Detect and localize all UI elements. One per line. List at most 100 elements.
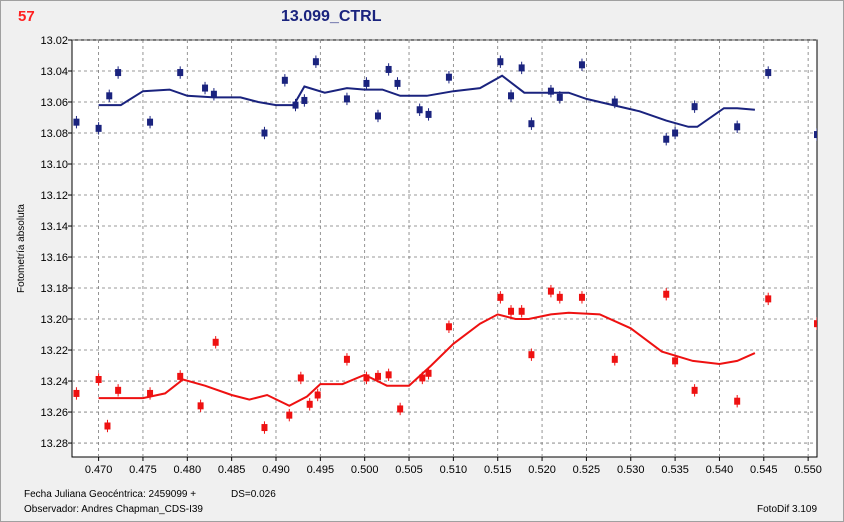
check-star-data-point	[445, 73, 452, 81]
x-tick-label: 0.530	[617, 464, 645, 476]
target-star-data-point	[115, 386, 122, 394]
check-star-data-point	[385, 65, 392, 73]
target-star-data-point	[814, 320, 817, 328]
y-tick-label: 13.14	[40, 221, 68, 233]
target-star-data-point	[73, 389, 80, 397]
check-star-data-point	[106, 92, 113, 100]
target-star-data-point	[212, 338, 219, 346]
target-star-data-point	[385, 371, 392, 379]
x-tick-label: 0.470	[85, 464, 113, 476]
target-star-data-point	[197, 402, 204, 410]
check-star-data-point	[73, 118, 80, 126]
plot-area	[71, 39, 818, 458]
y-tick-label: 13.02	[40, 35, 68, 47]
target-star-data-point	[397, 405, 404, 413]
target-star-data-point	[374, 372, 381, 380]
check-star-data-point	[578, 61, 585, 69]
check-star-data-point	[261, 129, 268, 137]
x-tick-label: 0.535	[661, 464, 689, 476]
target-star-data-point	[663, 290, 670, 298]
check-star-data-point	[210, 90, 217, 98]
target-star-data-point	[518, 307, 525, 315]
check-star-data-point	[147, 118, 154, 126]
observer-label: Observador: Andres Chapman_CDS-I39	[24, 504, 203, 515]
y-tick-label: 13.10	[40, 159, 68, 171]
check-star-data-point	[95, 124, 102, 132]
target-star-data-point	[425, 369, 432, 377]
target-star-data-point	[95, 375, 102, 383]
y-tick-label: 13.18	[40, 283, 68, 295]
target-star-data-point	[419, 374, 426, 382]
check-star-data-point	[374, 112, 381, 120]
x-tick-label: 0.510	[440, 464, 468, 476]
check-star-data-point	[765, 69, 772, 77]
check-star-data-point	[556, 93, 563, 101]
x-tick-label: 0.525	[573, 464, 601, 476]
target-star-data-point	[556, 293, 563, 301]
y-tick-label: 13.12	[40, 190, 68, 202]
y-axis-label: Fotometría absoluta	[16, 204, 27, 293]
target-star-data-point	[445, 323, 452, 331]
check-star-data-point	[363, 79, 370, 87]
observation-number: 57	[18, 8, 35, 25]
check-star-data-point	[202, 84, 209, 92]
check-star-data-point	[663, 135, 670, 143]
check-star-data-point	[177, 69, 184, 77]
target-star-data-point	[314, 391, 321, 399]
check-star-data-point	[814, 131, 817, 139]
check-star-smooth-line	[98, 74, 755, 128]
x-tick-label: 0.550	[794, 464, 822, 476]
check-star-data-point	[115, 69, 122, 77]
target-star-data-point	[104, 422, 111, 430]
check-star-data-point	[518, 64, 525, 72]
check-star-data-point	[734, 123, 741, 131]
check-star-data-point	[611, 98, 618, 106]
x-tick-label: 0.520	[528, 464, 556, 476]
y-tick-label: 13.28	[40, 438, 68, 450]
data-layer	[73, 55, 817, 434]
x-tick-label: 0.500	[351, 464, 379, 476]
y-tick-label: 13.06	[40, 97, 68, 109]
check-star-data-point	[691, 103, 698, 111]
target-star-data-point	[611, 355, 618, 363]
target-star-data-point	[691, 386, 698, 394]
target-star-data-point	[297, 374, 304, 382]
y-tick-label: 13.26	[40, 407, 68, 419]
target-star-data-point	[578, 293, 585, 301]
check-star-data-point	[425, 110, 432, 118]
target-star-data-point	[363, 374, 370, 382]
check-star-data-point	[497, 58, 504, 66]
software-version: FotoDif 3.109	[757, 504, 818, 515]
x-tick-label: 0.490	[262, 464, 290, 476]
x-tick-label: 0.475	[129, 464, 157, 476]
target-star-data-point	[547, 287, 554, 295]
target-star-data-point	[147, 389, 154, 397]
check-star-data-point	[312, 58, 319, 66]
check-star-data-point	[416, 106, 423, 114]
check-star-data-point	[394, 79, 401, 87]
check-star-data-point	[528, 120, 535, 128]
y-tick-label: 13.16	[40, 252, 68, 264]
check-star-data-point	[301, 96, 308, 104]
target-star-data-point	[672, 357, 679, 365]
x-tick-label: 0.545	[750, 464, 778, 476]
x-tick-label: 0.540	[706, 464, 734, 476]
chart-title: 13.099_CTRL	[281, 8, 382, 25]
x-tick-label: 0.485	[218, 464, 246, 476]
target-star-data-point	[528, 351, 535, 359]
target-star-data-point	[306, 400, 313, 408]
y-tick-label: 13.04	[40, 66, 68, 78]
x-tick-label: 0.495	[307, 464, 335, 476]
y-tick-label: 13.08	[40, 128, 68, 140]
x-tick-label: 0.515	[484, 464, 512, 476]
target-star-data-point	[765, 295, 772, 303]
y-tick-label: 13.22	[40, 345, 68, 357]
check-star-data-point	[281, 76, 288, 84]
target-star-data-point	[343, 355, 350, 363]
x-tick-label: 0.505	[395, 464, 423, 476]
check-star-data-point	[672, 129, 679, 137]
y-tick-label: 13.20	[40, 314, 68, 326]
check-star-data-point	[292, 101, 299, 109]
y-tick-label: 13.24	[40, 376, 68, 388]
